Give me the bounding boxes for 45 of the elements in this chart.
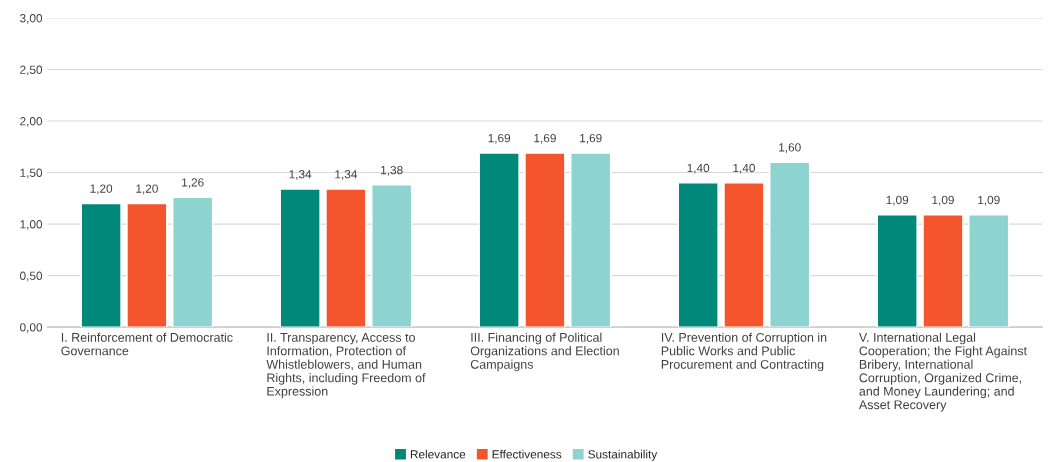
data-label: 1,69: [580, 133, 602, 144]
bar: [968, 214, 1010, 328]
data-label: 1,38: [381, 165, 403, 176]
data-label: 1,34: [335, 170, 358, 180]
data-label: 1,69: [534, 133, 556, 144]
data-label: 1,26: [182, 178, 204, 189]
bar: [677, 182, 719, 328]
data-label: 1,40: [687, 163, 710, 174]
bar: [279, 188, 321, 328]
data-label: 1,09: [886, 195, 909, 206]
bar: [172, 196, 214, 328]
bar: [371, 184, 413, 328]
data-label: 1,09: [932, 195, 954, 206]
bar: [769, 161, 811, 328]
data-label: 1,20: [136, 184, 158, 195]
bar: [570, 152, 612, 328]
bar: [524, 152, 566, 328]
data-label: 1,09: [978, 195, 1000, 206]
y-tick-label: 2,50: [20, 65, 43, 76]
y-tick-label: 3,00: [20, 14, 43, 24]
data-label: 1,40: [733, 163, 755, 174]
x-tick-label: I. Reinforcement of Democratic Governance: [61, 332, 233, 356]
data-label: 1,34: [289, 170, 312, 180]
bar: [80, 202, 122, 328]
data-label: 1,60: [779, 143, 801, 153]
data-label: 1,69: [488, 133, 511, 144]
y-tick-label: 1,00: [20, 220, 43, 230]
bar: [922, 214, 964, 328]
y-tick-label: 1,50: [20, 168, 43, 179]
x-tick-label: III. Financing of Political Organizations and Election Campaigns: [470, 332, 619, 372]
legend-label: Relevance: [410, 449, 466, 459]
y-tick-label: 2,00: [20, 117, 43, 127]
bar: [325, 188, 367, 328]
legend-label: Effectiveness: [492, 449, 562, 459]
bar: [478, 152, 520, 328]
legend-label: Sustainability: [588, 449, 658, 461]
data-label: 1,20: [90, 184, 113, 195]
bar: [126, 202, 168, 328]
y-tick-label: 0,50: [20, 271, 43, 282]
x-tick-label: V. International Legal Cooperation; the Fight Against Bribery, International Corruption, Organized Crime, and Money Laundering; and Asset Recovery: [858, 332, 1027, 412]
y-tick-label: 0,00: [20, 323, 43, 333]
x-tick-label: II. Transparency, Access to Information, Protection of Whistleblowers, and Human Rights, including Freedom of Expression: [266, 333, 426, 399]
bar: [876, 214, 918, 328]
x-tick-label: IV. Prevention of Corruption in Public Works and Public Procurement and Contracting: [661, 332, 827, 372]
bar: [723, 182, 765, 328]
